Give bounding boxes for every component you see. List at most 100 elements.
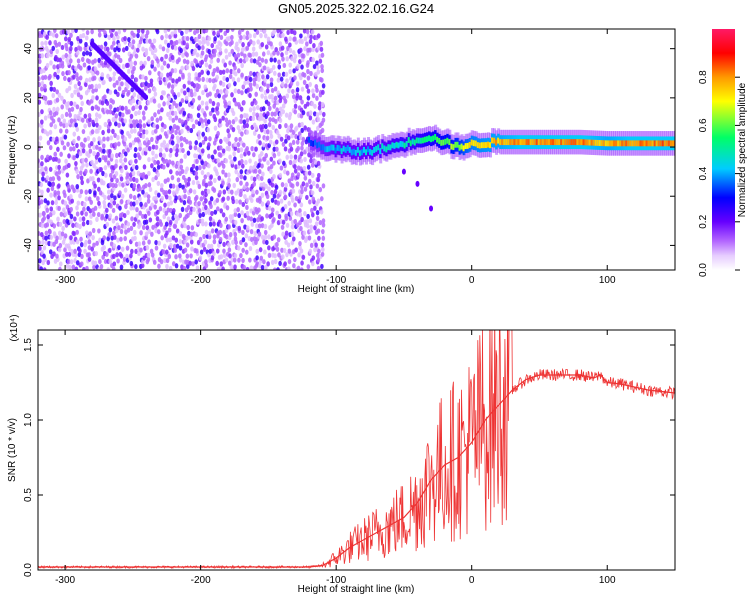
- noise-cell: [213, 125, 218, 131]
- noise-cell: [283, 98, 288, 104]
- noise-cell: [234, 136, 238, 143]
- noise-cell: [321, 229, 325, 235]
- ridge-core: [574, 139, 578, 146]
- noise-cell: [53, 71, 57, 77]
- noise-cell: [74, 122, 78, 128]
- noise-cell: [42, 31, 47, 37]
- noise-cell: [311, 261, 315, 267]
- noise-cell: [117, 29, 122, 35]
- noise-cell: [277, 252, 281, 258]
- noise-cell: [38, 245, 42, 251]
- noise-cell: [119, 236, 123, 242]
- ridge-core: [665, 140, 669, 147]
- noise-cell: [84, 189, 89, 195]
- noise-cell: [195, 248, 199, 254]
- noise-cell: [232, 151, 237, 157]
- noise-cell: [288, 159, 293, 166]
- noise-cell: [133, 60, 138, 66]
- noise-cell: [146, 100, 151, 106]
- ridge-core: [560, 139, 564, 146]
- noise-cell: [104, 172, 108, 178]
- noise-cell: [138, 104, 143, 110]
- noise-cell: [121, 47, 126, 53]
- noise-cell: [75, 168, 79, 175]
- ridge-core: [308, 136, 312, 143]
- noise-cell: [147, 88, 152, 94]
- noise-cell: [133, 152, 138, 159]
- noise-cell: [239, 174, 244, 180]
- colorbar-tick-label: 0.8: [698, 70, 709, 84]
- noise-cell: [135, 199, 139, 205]
- noise-cell: [114, 121, 118, 127]
- noise-cell: [257, 162, 262, 168]
- noise-cell: [44, 99, 48, 105]
- noise-cell: [57, 175, 61, 182]
- noise-cell: [274, 139, 279, 145]
- noise-cell: [55, 253, 59, 259]
- noise-cell: [260, 115, 264, 121]
- noise-cell: [57, 195, 61, 201]
- noise-cell: [235, 176, 240, 183]
- noise-cell: [189, 113, 193, 119]
- noise-cell: [51, 176, 56, 182]
- noise-cell: [146, 198, 151, 204]
- noise-cell: [147, 228, 152, 234]
- ridge-core: [525, 139, 529, 146]
- noise-cell: [103, 41, 108, 47]
- noise-cell: [199, 249, 204, 255]
- noise-cell: [94, 250, 99, 257]
- noise-cell: [298, 208, 302, 214]
- noise-cell: [307, 178, 312, 184]
- noise-cell: [152, 98, 157, 104]
- noise-cell: [215, 66, 220, 72]
- noise-cell: [309, 70, 313, 77]
- noise-cell: [240, 72, 244, 78]
- noise-cell: [230, 39, 234, 45]
- noise-cell: [270, 94, 274, 100]
- noise-cell: [139, 247, 143, 253]
- noise-cell: [218, 138, 223, 144]
- noise-cell: [239, 118, 244, 125]
- noise-cell: [266, 261, 270, 267]
- noise-cell: [69, 239, 74, 245]
- noise-cell: [100, 213, 105, 219]
- snr-scale-label: (x10⁴): [9, 314, 20, 341]
- noise-cell: [44, 166, 48, 172]
- noise-cell: [180, 88, 184, 94]
- noise-cell: [303, 156, 307, 163]
- noise-cell: [158, 147, 163, 153]
- noise-cell: [118, 190, 122, 196]
- noise-cell: [284, 213, 288, 219]
- noise-cell: [194, 119, 199, 125]
- noise-cell: [171, 261, 176, 267]
- noise-cell: [200, 160, 205, 166]
- noise-cell: [255, 104, 260, 111]
- noise-cell: [230, 195, 235, 201]
- noise-cell: [52, 223, 57, 229]
- noise-cell: [295, 139, 300, 145]
- noise-cell: [316, 265, 321, 270]
- noise-cell: [138, 119, 143, 125]
- noise-cell: [165, 76, 169, 82]
- noise-cell: [279, 136, 284, 142]
- noise-cell: [219, 80, 223, 86]
- diagonal-feature: [90, 40, 149, 101]
- noise-cell: [164, 194, 169, 200]
- ridge-core: [497, 137, 501, 144]
- noise-cell: [126, 172, 130, 178]
- noise-cell: [245, 225, 250, 231]
- noise-cell: [45, 34, 49, 40]
- noise-cell: [266, 66, 270, 72]
- noise-cell: [166, 100, 170, 106]
- noise-cell: [146, 256, 151, 263]
- noise-cell: [141, 240, 146, 246]
- noise-cell: [245, 181, 249, 187]
- noise-cell: [160, 56, 164, 62]
- colorbar-tick-label: 0.0: [698, 263, 709, 277]
- noise-cell: [121, 162, 125, 168]
- noise-cell: [193, 48, 197, 54]
- noise-cell: [80, 100, 85, 107]
- ridge-core: [493, 137, 497, 144]
- noise-cell: [153, 204, 157, 210]
- noise-cell: [89, 140, 94, 147]
